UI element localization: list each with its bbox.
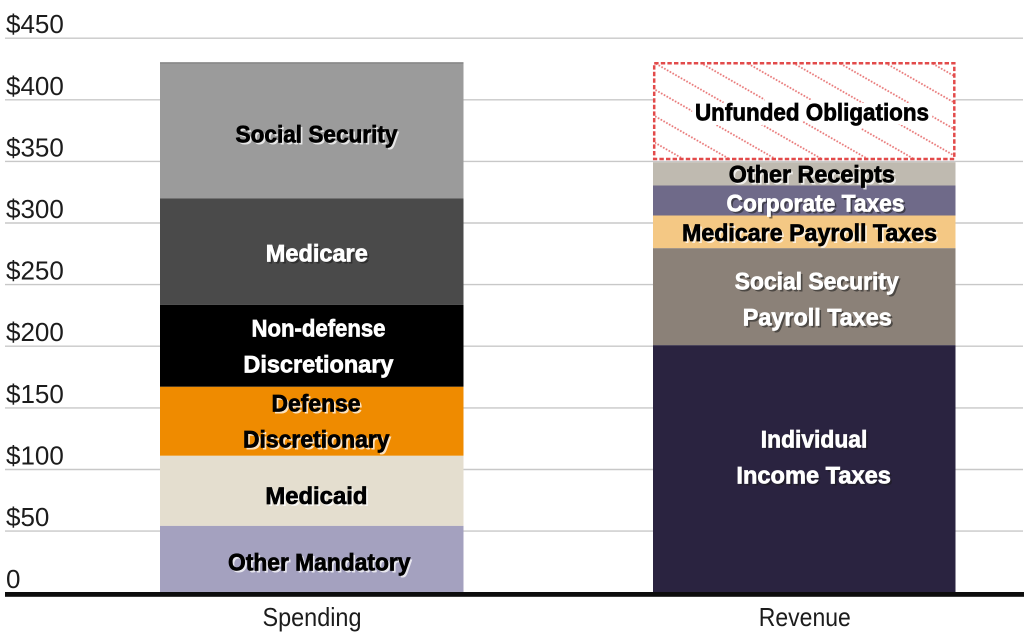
svg-text:Individual: Individual	[761, 427, 868, 454]
svg-text:Corporate Taxes: Corporate Taxes	[727, 190, 905, 217]
svg-text:Medicaid: Medicaid	[265, 483, 367, 510]
svg-text:Social Security: Social Security	[735, 268, 900, 295]
svg-text:Non-defense: Non-defense	[252, 315, 386, 342]
svg-text:Spending: Spending	[263, 602, 362, 632]
svg-text:Payroll Taxes: Payroll Taxes	[743, 305, 892, 332]
svg-text:Revenue: Revenue	[759, 602, 851, 632]
svg-text:Social Security: Social Security	[737, 270, 902, 297]
svg-text:Medicare Payroll Taxes: Medicare Payroll Taxes	[684, 222, 939, 249]
svg-text:Discretionary: Discretionary	[243, 427, 390, 454]
svg-text:0: 0	[6, 564, 20, 594]
svg-text:Defense: Defense	[274, 392, 363, 419]
svg-text:Income Taxes: Income Taxes	[738, 465, 893, 492]
svg-text:$450: $450	[6, 9, 64, 39]
svg-text:Medicare: Medicare	[268, 243, 370, 270]
svg-text:$50: $50	[6, 502, 49, 532]
svg-text:$200: $200	[6, 317, 64, 347]
svg-text:Medicare Payroll Taxes: Medicare Payroll Taxes	[682, 220, 937, 247]
svg-text:Other Receipts: Other Receipts	[731, 164, 897, 191]
svg-text:Discretionary: Discretionary	[245, 429, 392, 456]
svg-text:Unfunded Obligations: Unfunded Obligations	[695, 99, 929, 126]
svg-text:Medicaid: Medicaid	[267, 485, 369, 512]
svg-text:$150: $150	[6, 379, 64, 409]
svg-text:Medicare: Medicare	[266, 241, 368, 268]
svg-text:Corporate Taxes: Corporate Taxes	[729, 192, 907, 219]
svg-text:$300: $300	[6, 194, 64, 224]
svg-text:$100: $100	[6, 441, 64, 471]
svg-text:Discretionary: Discretionary	[243, 351, 394, 378]
svg-text:Other Mandatory: Other Mandatory	[230, 552, 413, 579]
svg-text:$400: $400	[6, 71, 64, 101]
svg-text:Payroll Taxes: Payroll Taxes	[745, 307, 894, 334]
svg-text:Social Security: Social Security	[238, 124, 401, 151]
svg-text:Social Security: Social Security	[236, 122, 399, 149]
svg-text:Income Taxes: Income Taxes	[736, 463, 891, 490]
svg-text:Unfunded Obligations: Unfunded Obligations	[695, 99, 929, 126]
svg-text:$250: $250	[6, 256, 64, 286]
svg-text:Other Mandatory: Other Mandatory	[228, 550, 411, 577]
svg-text:$350: $350	[6, 132, 64, 162]
svg-text:Defense: Defense	[272, 390, 361, 417]
svg-text:Other Receipts: Other Receipts	[729, 162, 895, 189]
svg-text:Individual: Individual	[763, 429, 870, 456]
